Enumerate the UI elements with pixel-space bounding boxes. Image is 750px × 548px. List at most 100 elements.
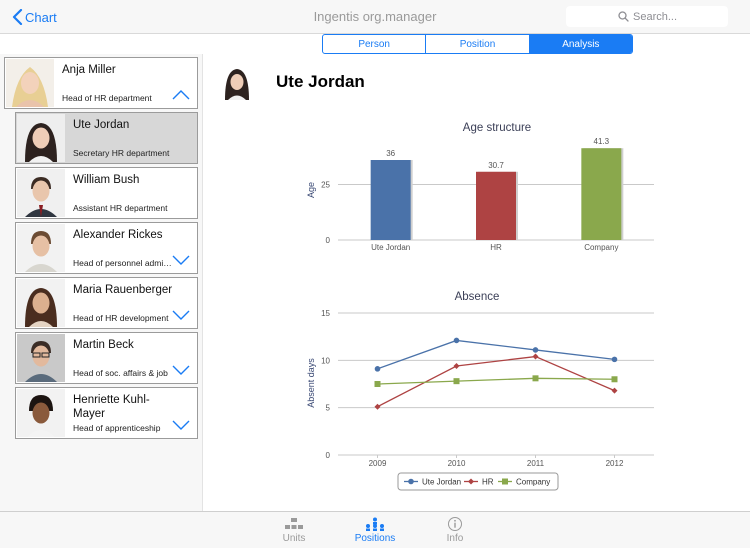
app-title: Ingentis org.manager (313, 9, 437, 24)
chevron-down-icon[interactable] (172, 365, 190, 375)
selected-person-avatar (220, 64, 254, 100)
data-point (532, 353, 539, 360)
person-role: Head of personnel administration (73, 258, 175, 268)
data-point (453, 363, 460, 370)
person-card-alexander-rickes[interactable]: Alexander Rickes Head of personnel admin… (15, 222, 198, 274)
series-company (374, 375, 618, 387)
navigation-bar: Chart Ingentis org.manager Search... (0, 0, 750, 34)
tab-units[interactable]: Units (264, 515, 324, 544)
person-card-ute-jordan[interactable]: Ute Jordan Secretary HR department (15, 112, 198, 164)
series-line (377, 377, 615, 385)
chevron-down-icon[interactable] (172, 255, 190, 265)
series-line (377, 355, 615, 408)
data-point (532, 347, 539, 353)
person-name: Henriette Kuhl-Mayer (73, 394, 150, 420)
search-field[interactable]: Search... (566, 6, 728, 27)
tab-info[interactable]: Info (425, 515, 485, 544)
y-tick-label: 15 (321, 309, 330, 318)
chevron-up-icon[interactable] (172, 90, 190, 100)
x-tick-label: 2010 (448, 459, 466, 468)
absence-axis-label: Absent days (306, 358, 316, 408)
avatar (6, 59, 54, 107)
person-card-maria-rauenberger[interactable]: Maria Rauenberger Head of HR development (15, 277, 198, 329)
person-card-anja-miller[interactable]: Anja Miller Head of HR department (4, 57, 198, 109)
person-role: Head of soc. affairs & job (73, 368, 168, 378)
absence-chart: 0 5 10 15 2009 2010 2011 2012 Absent days Ute J… (306, 309, 654, 491)
absence-legend: Ute Jordan HR Company (397, 472, 559, 491)
data-point (611, 356, 618, 363)
x-tick-label: 2012 (606, 459, 624, 468)
avatar (17, 224, 65, 272)
data-point (453, 337, 460, 344)
bar-value-label: 36 (386, 149, 395, 158)
person-role: Assistant HR department (73, 203, 168, 213)
data-point (374, 381, 381, 387)
absence-chart-title: Absence (454, 291, 500, 303)
people-list: Anja Miller Head of HR department Ute Jo… (0, 54, 203, 511)
units-icon (285, 518, 303, 529)
avatar (17, 279, 65, 327)
legend-label: Company (516, 478, 550, 487)
back-button[interactable]: Chart (12, 7, 57, 27)
avatar (17, 114, 65, 162)
segment-person[interactable]: Person (323, 35, 427, 53)
person-name: Alexander Rickes (73, 229, 163, 241)
view-segmented-control: Person Position Analysis (322, 34, 633, 54)
person-card-martin-beck[interactable]: Martin Beck Head of soc. affairs & job (15, 332, 198, 384)
y-tick-label: 10 (321, 356, 330, 365)
data-point (532, 375, 539, 382)
tab-positions[interactable]: Positions (345, 515, 405, 544)
y-tick-label: 5 (326, 404, 331, 413)
series-ute-jordan (374, 337, 618, 372)
search-placeholder: Search... (633, 10, 678, 23)
person-name: Anja Miller (62, 64, 116, 76)
y-tick-label: 0 (326, 236, 331, 245)
bar-value-label: 41.3 (594, 138, 610, 146)
person-role: Head of HR department (62, 93, 152, 103)
series-hr (374, 353, 618, 410)
data-point (611, 387, 618, 394)
y-tick-label: 25 (321, 180, 330, 189)
x-tick-label: 2011 (527, 459, 545, 468)
data-point (502, 478, 508, 485)
chevron-left-icon (12, 9, 23, 25)
bar-value-label: 30.7 (488, 161, 504, 170)
avatar (17, 169, 65, 217)
age-axis-label: Age (306, 182, 316, 198)
person-name: Martin Beck (73, 339, 134, 351)
data-point (453, 378, 460, 385)
avatar (17, 389, 65, 437)
x-tick-label: HR (490, 243, 502, 252)
person-role: Head of apprenticeship (73, 423, 161, 433)
person-name: Maria Rauenberger (73, 284, 173, 296)
x-tick-label: 2009 (369, 459, 387, 468)
person-name: Ute Jordan (73, 119, 130, 131)
segment-position[interactable]: Position (426, 35, 530, 53)
person-card-william-bush[interactable]: William Bush Assistant HR department (15, 167, 198, 219)
info-icon (448, 517, 462, 531)
bar (581, 148, 622, 240)
age-structure-chart: 0 25 36 Ute Jordan 30.7 HR 41.3 Company Age (306, 138, 654, 252)
legend-label: Ute Jordan (422, 478, 461, 487)
data-point (468, 478, 474, 485)
back-label: Chart (25, 9, 57, 25)
person-card-henriette-kuhl-mayer[interactable]: Henriette Kuhl-Mayer Head of apprentices… (15, 387, 198, 439)
tab-bar: Units Positions Info (0, 511, 750, 548)
avatar (17, 334, 65, 382)
data-point (611, 376, 618, 383)
chevron-down-icon[interactable] (172, 420, 190, 430)
age-chart-title: Age structure (462, 122, 532, 134)
y-tick-label: 0 (326, 451, 331, 460)
segment-analysis[interactable]: Analysis (529, 35, 632, 53)
bar (476, 171, 516, 240)
series-line (377, 339, 615, 370)
bar (370, 160, 411, 240)
x-tick-label: Company (584, 243, 618, 252)
tab-label: Units (282, 533, 306, 544)
data-point (408, 478, 414, 485)
data-point (374, 403, 381, 410)
chevron-down-icon[interactable] (172, 310, 190, 320)
x-tick-label: Ute Jordan (371, 243, 410, 252)
tab-label: Info (446, 533, 464, 544)
tab-label: Positions (354, 533, 396, 544)
